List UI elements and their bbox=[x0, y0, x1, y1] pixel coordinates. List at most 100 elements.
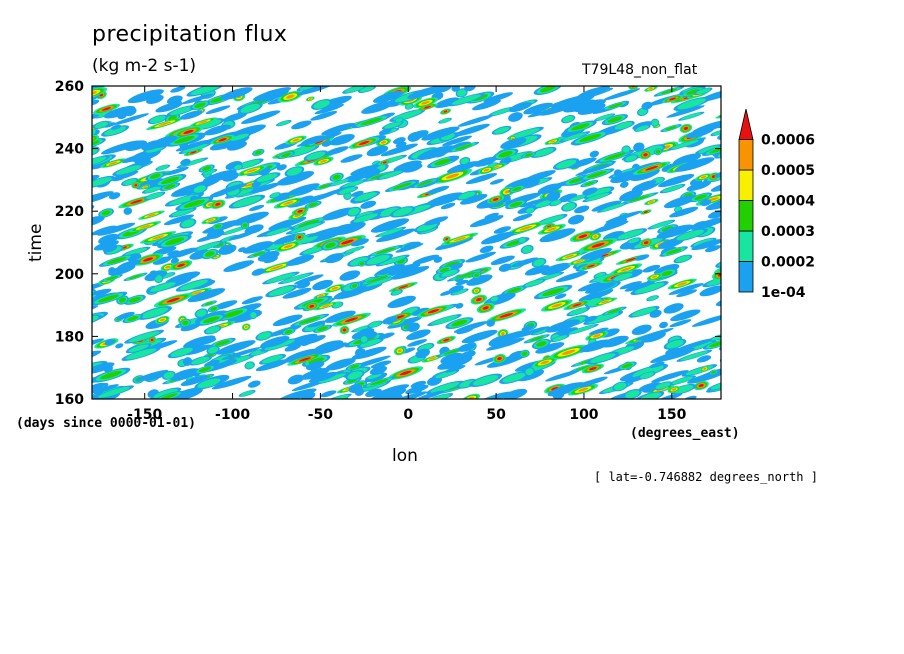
precip-cell bbox=[493, 226, 512, 234]
precip-cell bbox=[92, 311, 109, 326]
precip-cell bbox=[461, 393, 481, 399]
precip-cell bbox=[314, 104, 345, 115]
precip-contour bbox=[652, 275, 658, 278]
precip-contour bbox=[558, 193, 578, 203]
precip-contour bbox=[257, 250, 280, 262]
precip-contour bbox=[434, 151, 447, 158]
precip-contour bbox=[321, 140, 333, 147]
precip-cell bbox=[464, 86, 476, 92]
precip-cell bbox=[720, 296, 746, 311]
precip-contour bbox=[113, 113, 149, 125]
precip-contour bbox=[341, 239, 354, 245]
precip-contour bbox=[469, 215, 504, 228]
precip-contour bbox=[638, 108, 648, 116]
precip-cell bbox=[359, 335, 369, 344]
precip-contour bbox=[367, 373, 382, 380]
precip-contour bbox=[198, 120, 208, 124]
precip-cell bbox=[357, 327, 375, 337]
precip-contour bbox=[414, 387, 423, 394]
precip-contour bbox=[172, 99, 182, 107]
precip-cell bbox=[592, 297, 618, 307]
precip-cell bbox=[412, 254, 439, 265]
precip-contour bbox=[696, 355, 712, 363]
precip-contour bbox=[169, 106, 194, 116]
precip-cell bbox=[92, 99, 100, 106]
precip-contour bbox=[180, 322, 201, 332]
precip-contour bbox=[102, 244, 118, 253]
precip-cell bbox=[650, 118, 660, 127]
precip-cell bbox=[552, 390, 565, 399]
precip-contour bbox=[685, 127, 715, 139]
precip-contour bbox=[434, 158, 453, 166]
precip-contour bbox=[477, 391, 514, 399]
precip-cell bbox=[291, 207, 309, 216]
precip-cell bbox=[434, 86, 452, 94]
precip-contour bbox=[710, 380, 721, 390]
precip-contour bbox=[252, 251, 266, 257]
precip-contour bbox=[677, 98, 706, 110]
precip-contour bbox=[473, 273, 480, 278]
precip-cell bbox=[360, 200, 377, 209]
precip-cell bbox=[194, 377, 224, 390]
precip-contour bbox=[196, 234, 218, 242]
precip-contour bbox=[540, 360, 550, 365]
precip-contour bbox=[590, 353, 616, 363]
precip-cell bbox=[471, 271, 482, 279]
precip-cell bbox=[92, 367, 131, 383]
precip-contour bbox=[171, 208, 194, 217]
precip-contour bbox=[248, 380, 261, 388]
precip-cell bbox=[191, 184, 208, 194]
precip-contour bbox=[587, 312, 619, 324]
precip-cell bbox=[203, 124, 231, 136]
precip-cell bbox=[294, 274, 324, 285]
precip-cell bbox=[93, 384, 119, 394]
precip-contour bbox=[196, 309, 207, 317]
precip-contour bbox=[395, 118, 403, 123]
precip-contour bbox=[661, 163, 681, 172]
precip-contour bbox=[483, 92, 514, 103]
precip-cell bbox=[491, 126, 512, 135]
precip-contour bbox=[494, 127, 510, 134]
precip-contour bbox=[461, 329, 498, 344]
precip-contour bbox=[387, 295, 416, 308]
precip-cell bbox=[147, 336, 157, 344]
precip-cell bbox=[100, 274, 123, 283]
precip-contour bbox=[628, 194, 651, 203]
precip-cell bbox=[168, 207, 197, 218]
precip-contour bbox=[104, 126, 127, 136]
precip-contour bbox=[181, 219, 195, 228]
precip-contour bbox=[353, 213, 378, 223]
precip-cell bbox=[358, 273, 397, 286]
precip-cell bbox=[390, 289, 403, 296]
precip-cell bbox=[101, 125, 130, 137]
precip-cell bbox=[370, 360, 392, 369]
precip-cell bbox=[512, 213, 533, 222]
precip-contour bbox=[490, 296, 499, 302]
precip-cell bbox=[578, 289, 614, 302]
precip-cell bbox=[722, 93, 754, 109]
precip-cell bbox=[228, 194, 266, 209]
precip-contour bbox=[577, 280, 608, 292]
precip-cell bbox=[155, 164, 170, 171]
precip-cell bbox=[187, 288, 226, 303]
precip-contour bbox=[592, 334, 601, 338]
precip-contour bbox=[166, 297, 180, 303]
precip-cell bbox=[406, 322, 420, 332]
precip-contour bbox=[393, 160, 422, 173]
precip-cell bbox=[175, 278, 212, 292]
precip-cell bbox=[639, 150, 652, 160]
precip-contour bbox=[180, 375, 208, 386]
precip-contour bbox=[321, 123, 356, 136]
precip-cell bbox=[375, 228, 416, 243]
precip-contour bbox=[649, 309, 662, 318]
precip-cell bbox=[708, 369, 719, 376]
precip-contour bbox=[170, 347, 193, 357]
precip-contour bbox=[344, 317, 359, 323]
precip-contour bbox=[375, 247, 396, 255]
precip-cell bbox=[485, 200, 504, 208]
precip-cell bbox=[92, 291, 128, 306]
precip-contour bbox=[175, 139, 210, 152]
precip-contour bbox=[431, 315, 458, 325]
precip-contour bbox=[533, 258, 545, 267]
